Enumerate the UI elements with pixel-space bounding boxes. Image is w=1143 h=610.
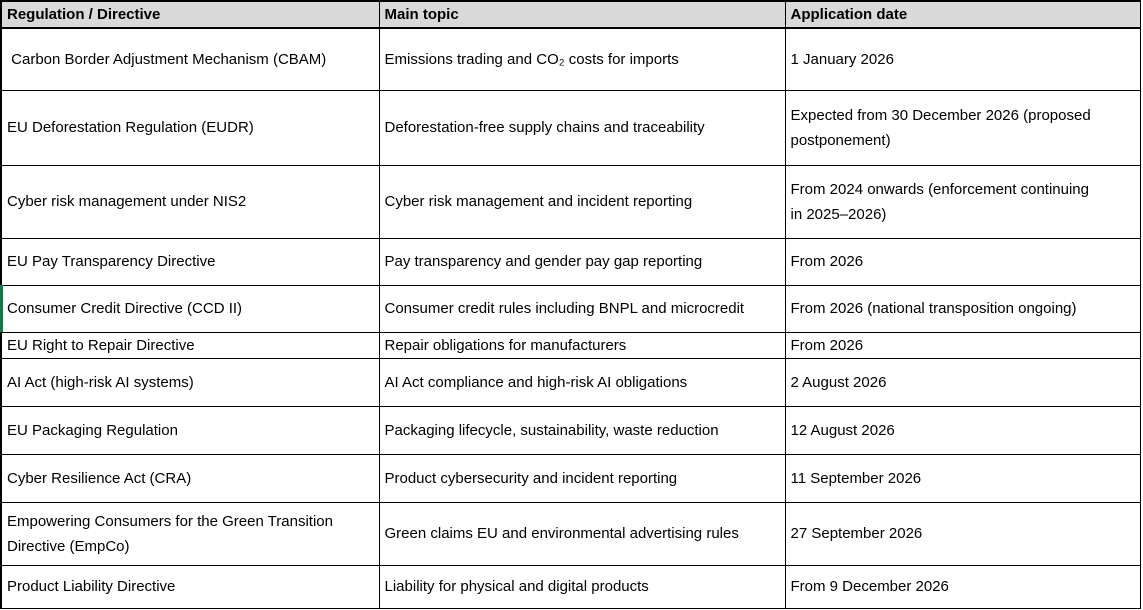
table-row: AI Act (high-risk AI systems)AI Act comp… xyxy=(1,358,1140,406)
cell-regulation[interactable]: Product Liability Directive xyxy=(1,565,379,608)
table-row: Consumer Credit Directive (CCD II)Consum… xyxy=(1,285,1140,332)
cell-regulation[interactable]: EU Deforestation Regulation (EUDR) xyxy=(1,90,379,165)
cell-application-date[interactable]: 11 September 2026 xyxy=(785,454,1140,502)
cell-application-date[interactable]: 12 August 2026 xyxy=(785,406,1140,454)
table-body: Carbon Border Adjustment Mechanism (CBAM… xyxy=(1,28,1140,608)
cell-main-topic[interactable]: Green claims EU and environmental advert… xyxy=(379,502,785,565)
cell-main-topic[interactable]: Repair obligations for manufacturers xyxy=(379,332,785,358)
column-header-main-topic[interactable]: Main topic xyxy=(379,1,785,28)
table-row: Cyber Resilience Act (CRA)Product cybers… xyxy=(1,454,1140,502)
cell-application-date[interactable]: 27 September 2026 xyxy=(785,502,1140,565)
table-row: EU Deforestation Regulation (EUDR)Defore… xyxy=(1,90,1140,165)
cell-regulation[interactable]: EU Pay Transparency Directive xyxy=(1,238,379,285)
cell-application-date[interactable]: From 2026 xyxy=(785,238,1140,285)
cell-main-topic[interactable]: AI Act compliance and high-risk AI oblig… xyxy=(379,358,785,406)
cell-regulation[interactable]: Cyber Resilience Act (CRA) xyxy=(1,454,379,502)
cell-regulation[interactable]: Cyber risk management under NIS2 xyxy=(1,165,379,238)
table-row: Carbon Border Adjustment Mechanism (CBAM… xyxy=(1,28,1140,90)
cell-regulation[interactable]: Consumer Credit Directive (CCD II) xyxy=(1,285,379,332)
cell-main-topic[interactable]: Packaging lifecycle, sustainability, was… xyxy=(379,406,785,454)
cell-application-date[interactable]: Expected from 30 December 2026 (proposed… xyxy=(785,90,1140,165)
header-row: Regulation / DirectiveMain topicApplicat… xyxy=(1,1,1140,28)
cell-main-topic[interactable]: Emissions trading and CO₂ costs for impo… xyxy=(379,28,785,90)
cell-regulation[interactable]: EU Packaging Regulation xyxy=(1,406,379,454)
cell-main-topic[interactable]: Deforestation-free supply chains and tra… xyxy=(379,90,785,165)
column-header-application-date[interactable]: Application date xyxy=(785,1,1140,28)
table-row: Cyber risk management under NIS2Cyber ri… xyxy=(1,165,1140,238)
table-row: Product Liability DirectiveLiability for… xyxy=(1,565,1140,608)
regulations-table: Regulation / DirectiveMain topicApplicat… xyxy=(0,0,1141,609)
table-row: EU Packaging RegulationPackaging lifecyc… xyxy=(1,406,1140,454)
table-row: Empowering Consumers for the Green Trans… xyxy=(1,502,1140,565)
cell-regulation[interactable]: Carbon Border Adjustment Mechanism (CBAM… xyxy=(1,28,379,90)
column-header-regulation-directive[interactable]: Regulation / Directive xyxy=(1,1,379,28)
cell-main-topic[interactable]: Liability for physical and digital produ… xyxy=(379,565,785,608)
cell-application-date[interactable]: From 2026 xyxy=(785,332,1140,358)
cell-main-topic[interactable]: Pay transparency and gender pay gap repo… xyxy=(379,238,785,285)
cell-application-date[interactable]: 1 January 2026 xyxy=(785,28,1140,90)
cell-regulation[interactable]: EU Right to Repair Directive xyxy=(1,332,379,358)
cell-application-date[interactable]: From 9 December 2026 xyxy=(785,565,1140,608)
cell-regulation[interactable]: AI Act (high-risk AI systems) xyxy=(1,358,379,406)
cell-application-date[interactable]: From 2026 (national transposition ongoin… xyxy=(785,285,1140,332)
table-row: EU Right to Repair DirectiveRepair oblig… xyxy=(1,332,1140,358)
cell-application-date[interactable]: 2 August 2026 xyxy=(785,358,1140,406)
active-cell-selection-indicator xyxy=(0,285,3,332)
table-row: EU Pay Transparency DirectivePay transpa… xyxy=(1,238,1140,285)
cell-main-topic[interactable]: Product cybersecurity and incident repor… xyxy=(379,454,785,502)
cell-application-date[interactable]: From 2024 onwards (enforcement continuin… xyxy=(785,165,1140,238)
cell-main-topic[interactable]: Consumer credit rules including BNPL and… xyxy=(379,285,785,332)
cell-main-topic[interactable]: Cyber risk management and incident repor… xyxy=(379,165,785,238)
cell-regulation[interactable]: Empowering Consumers for the Green Trans… xyxy=(1,502,379,565)
